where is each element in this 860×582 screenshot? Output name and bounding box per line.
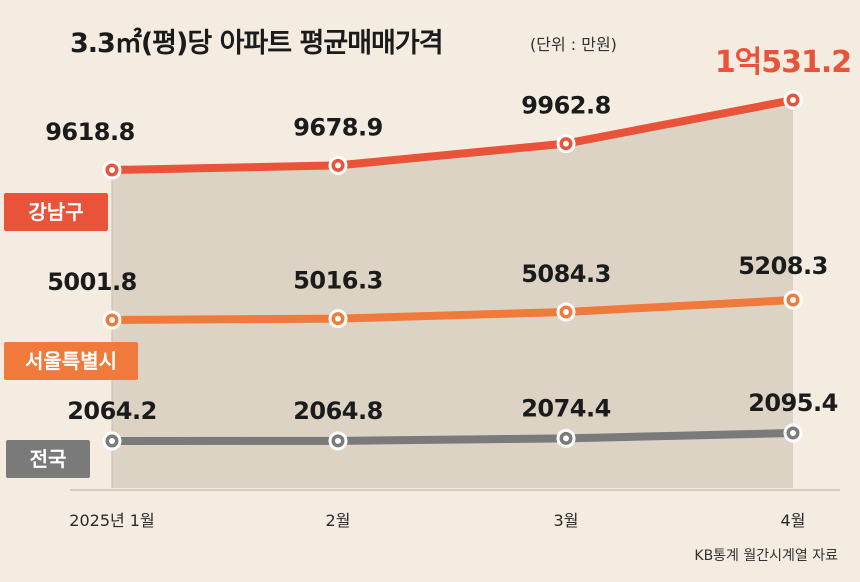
- data-point-core: [109, 167, 115, 173]
- data-label: 5084.3: [521, 260, 611, 288]
- data-point-core: [790, 97, 796, 103]
- data-label: 2064.2: [67, 397, 157, 425]
- data-label: 9678.9: [293, 113, 383, 141]
- data-point-core: [335, 437, 341, 444]
- chart-title: 3.3㎡(평)당 아파트 평균매매가격: [70, 27, 443, 59]
- series-tag-box: [4, 342, 138, 380]
- data-point-core: [335, 162, 341, 169]
- legend-label: 전국: [30, 447, 67, 471]
- x-tick-label: 2025년 1월: [69, 511, 154, 530]
- data-point-core: [109, 438, 115, 444]
- series-tag-box: [6, 440, 90, 478]
- series-line: [108, 96, 797, 174]
- x-tick-label: 2월: [326, 511, 351, 530]
- data-point-core: [109, 317, 115, 323]
- labels-layer: 9618.8 9678.9 9962.8 1억531.2 5001.8 5016.3 508…: [45, 45, 852, 425]
- unit-label: (단위 : 만원): [530, 35, 617, 54]
- x-tick-label: 4월: [781, 511, 806, 530]
- data-label: 5208.3: [738, 252, 828, 280]
- legend-label: 강남구: [28, 200, 83, 224]
- data-point-core: [563, 309, 569, 316]
- data-label: 5016.3: [293, 267, 383, 295]
- data-label: 2074.4: [521, 394, 611, 422]
- x-tick-label: 3월: [554, 511, 579, 530]
- source-note: KB통계 월간시계열 자료: [694, 548, 838, 564]
- points-layer: [102, 90, 803, 451]
- data-label: 9618.8: [45, 118, 135, 146]
- lines-layer: [108, 96, 797, 445]
- series-tag-box: [4, 193, 108, 231]
- series-line: [108, 429, 797, 445]
- data-label: 9962.8: [521, 92, 611, 120]
- data-point-core: [335, 315, 341, 322]
- data-point-core: [790, 297, 796, 303]
- area-under-top-series: [112, 100, 793, 488]
- data-label: 2064.8: [293, 397, 383, 425]
- data-label: 5001.8: [47, 268, 137, 296]
- data-label: 1억531.2: [715, 45, 851, 80]
- data-point-core: [563, 435, 569, 442]
- data-point-core: [563, 140, 569, 147]
- legend-label: 서울특별시: [25, 349, 117, 373]
- series-line: [108, 296, 797, 324]
- x-axis: 2025년 1월 2월 3월 4월: [69, 489, 840, 530]
- data-label: 2095.4: [748, 389, 838, 417]
- data-point-core: [790, 430, 796, 436]
